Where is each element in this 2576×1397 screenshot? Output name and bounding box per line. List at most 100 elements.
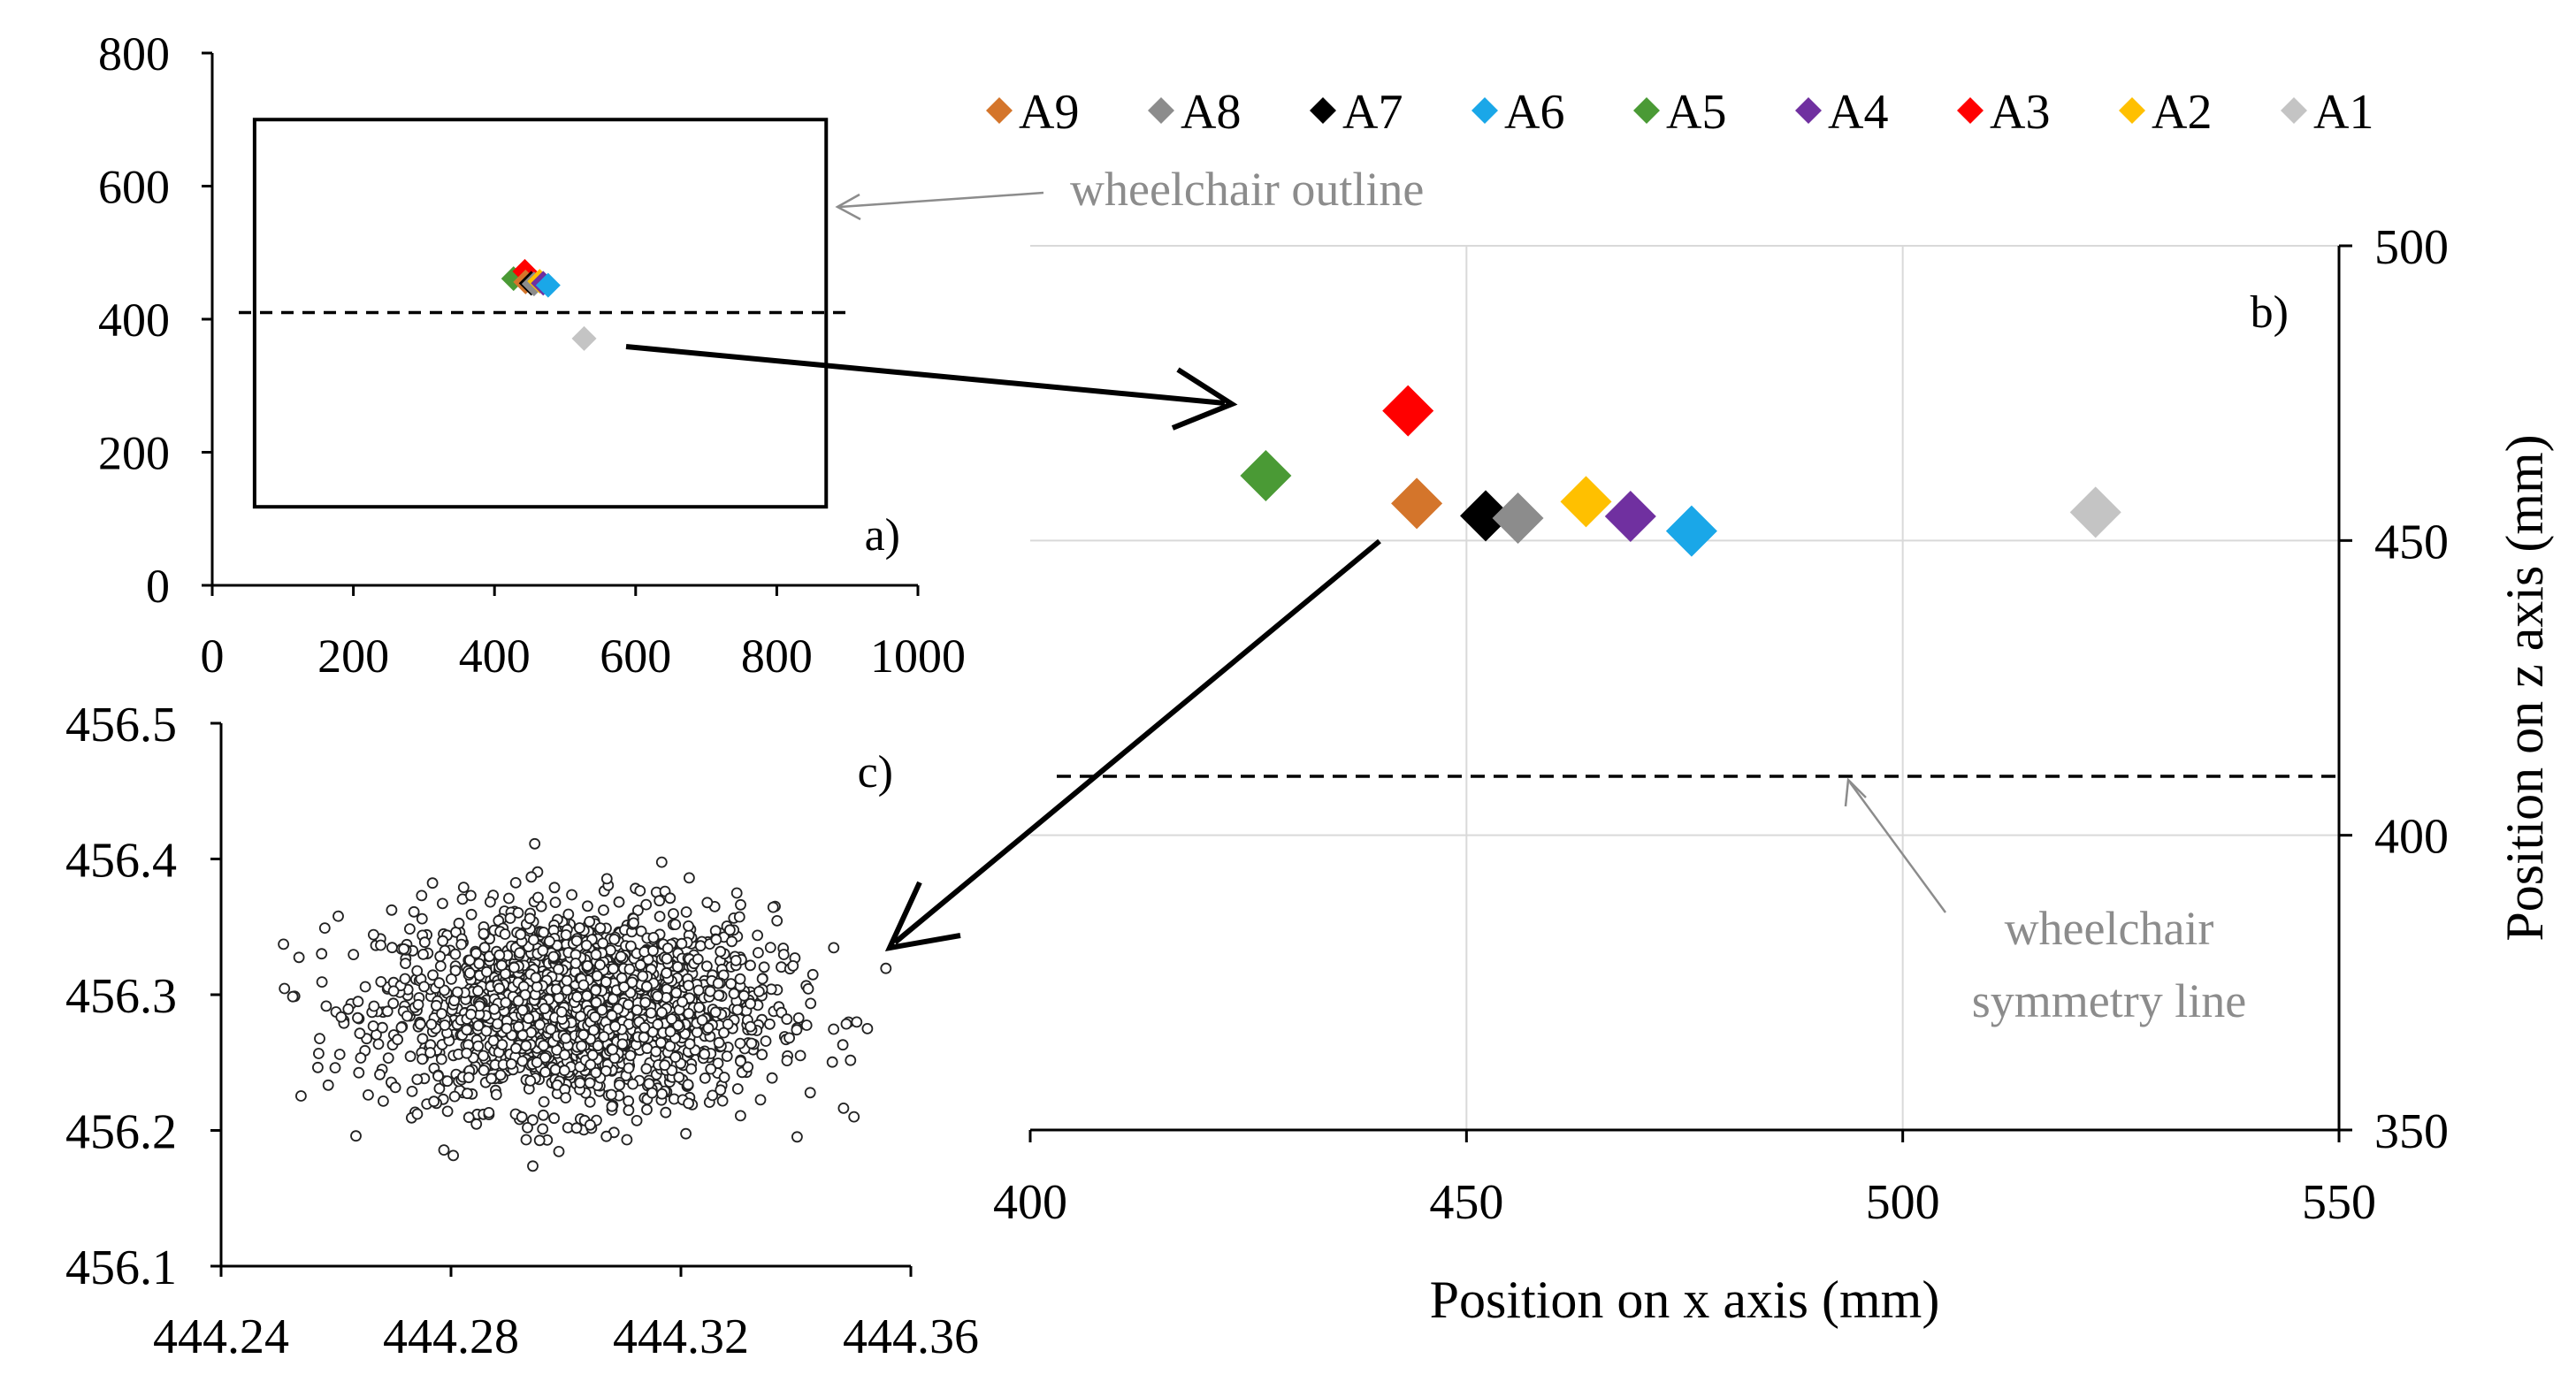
panel-c-point [569,958,582,969]
panel-a-ticks: 0 200 400 600 800 0 200 400 600 800 1000 [98,27,966,683]
panel-c-point [574,1077,586,1089]
panel-c-point [560,1092,572,1103]
panel-c-point [840,1018,852,1030]
panel-c-point [606,1010,618,1021]
panel-c-point [705,1063,717,1075]
panel-b-point-a1 [2069,486,2121,538]
panel-c-point [488,1004,501,1015]
legend-label-a4: A4 [1828,85,1888,140]
panel-c-x-tick-label: 444.28 [383,1309,519,1364]
panel-a-label: a) [865,510,900,561]
panel-c-point [485,1073,497,1085]
panel-c-point [634,959,646,971]
panel-c-point [596,1004,608,1016]
panel-c-point [481,966,493,978]
panel-c-point [643,1078,655,1090]
panel-c-point [851,1016,863,1028]
legend-label-a7: A7 [1342,85,1403,140]
panel-c-point [608,934,621,945]
panel-c-point [725,978,737,989]
panel-b-point-a9 [1391,477,1443,530]
panel-c-point [537,1123,549,1135]
panel-c-point [659,1059,671,1072]
panel-c-point [418,936,431,949]
panel-c-point [680,1127,692,1140]
panel-c-point [646,1087,658,1099]
panel-c-point [794,1050,806,1062]
panel-c-point [395,1021,408,1034]
panel-c-point [726,935,738,948]
panel-b-y-tick-label: 450 [2374,515,2449,569]
panel-b-marks [1240,385,2121,557]
panel-c-point [389,1081,401,1094]
panel-b-x-tick-label: 500 [1866,1175,1940,1230]
panel-c-point [684,872,695,884]
panel-c-point [318,922,331,934]
panel-c-point [656,1006,668,1019]
panel-c-point [520,1134,532,1146]
panel-c-point [512,995,524,1007]
panel-c-point [553,1146,565,1157]
panel-c-point [408,905,420,918]
panel-c-point [828,1023,840,1035]
panel-c-point [641,981,653,993]
panel-c-point [753,986,765,997]
panel-c-point [499,928,511,940]
panel-c-point [652,1019,664,1030]
panel-c-point [591,970,603,982]
panel-b-label: b) [2251,287,2289,338]
panel-c-point [472,985,484,997]
panel-c-point [624,1050,637,1062]
zoom-arrow-a-to-b-head [1171,367,1238,431]
panel-c-point [758,961,770,973]
panel-c-point [465,1008,477,1020]
panel-c-point [433,1082,446,1095]
legend: A9 A8 A7 A6 A5 A4 A3 A2 A1 [986,85,2373,140]
panel-b: 400 450 500 550 350 400 450 500 b) Position on … [993,220,2554,1329]
panel-c-point [529,837,541,850]
panel-a-x-tick-label: 600 [600,630,671,683]
panel-c-point [645,1007,657,1019]
panel-c-point [613,896,625,908]
panel-c-point [804,1087,816,1099]
panel-b-x-tick-label: 550 [2302,1175,2376,1230]
panel-c-point [462,1072,475,1084]
panel-c-point [470,1118,483,1130]
wheelchair-outline-rect [252,118,829,509]
panel-c-point [426,877,439,889]
panel-c-point [581,960,593,972]
panel-c-point [382,1052,394,1064]
panel-c-point [359,981,371,993]
panel-c-point [730,955,742,966]
panel-c-point [411,1108,424,1120]
panel-c-point [478,1065,490,1076]
panel-c-point [501,1022,513,1034]
panel-c-point [671,961,684,973]
legend-label-a8: A8 [1181,85,1241,140]
panel-c-point [538,1109,549,1121]
panel-c-point [713,989,725,1002]
panel-c-point [694,940,707,952]
panel-b-ticks: 400 450 500 550 350 400 450 500 [993,220,2449,1230]
panel-c-point [756,973,768,985]
panel-c-point [710,934,722,946]
legend-marker-a5 [1633,97,1660,124]
panel-c-point [531,981,543,993]
panel-c-point [538,927,550,938]
panel-c-point [493,949,506,961]
legend-label-a2: A2 [2152,85,2212,140]
panel-c-point [559,1049,570,1061]
panel-c-point [449,948,462,960]
panel-c-point [600,1130,613,1142]
panel-c-point [683,1097,694,1110]
panel-c-point [411,1073,424,1086]
panel-b-x-tick-label: 450 [1429,1175,1503,1230]
panel-c-point [544,935,555,947]
panel-c-point [571,991,583,1003]
panel-c-point [510,1042,522,1055]
panel-a-x-tick-label: 400 [459,630,531,683]
panel-c-point [574,922,585,934]
panel-c-point [462,1111,475,1124]
panel-c-point [527,1114,539,1126]
legend-label-a9: A9 [1019,85,1079,140]
